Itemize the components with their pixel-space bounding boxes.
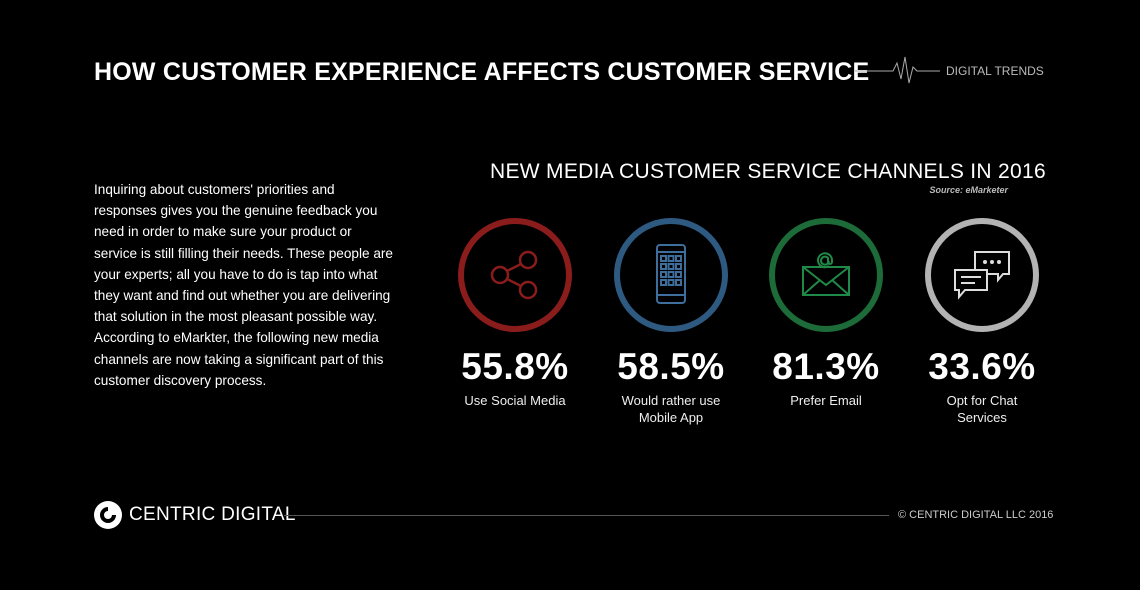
- ring: [458, 218, 572, 332]
- stat-label: Prefer Email: [790, 393, 862, 408]
- stat-value: 58.5%: [617, 346, 725, 387]
- ring: [769, 218, 883, 332]
- intro-paragraph: Inquiring about customers' priorities an…: [94, 182, 393, 388]
- section-title: NEW MEDIA CUSTOMER SERVICE CHANNELS IN 2…: [490, 160, 1046, 183]
- category-tag: DIGITAL TRENDS: [946, 64, 1044, 78]
- centric-logo-icon: [94, 501, 122, 529]
- footer-divider: [284, 515, 889, 516]
- mobile-app-icon: [656, 244, 686, 304]
- share-icon: [490, 250, 538, 300]
- stat-label: Use Social Media: [464, 393, 566, 408]
- stat-value: 55.8%: [461, 346, 569, 387]
- stat-label: Would rather use Mobile App: [621, 393, 721, 425]
- stat-email: 81.3% Prefer Email: [751, 218, 901, 409]
- email-icon: [802, 252, 850, 296]
- copyright: © CENTRIC DIGITAL LLC 2016: [898, 509, 1054, 521]
- stat-value: 33.6%: [928, 346, 1036, 387]
- brand-logo: CENTRIC DIGITAL: [94, 501, 296, 529]
- stat-mobile-app: 58.5% Would rather use Mobile App: [596, 218, 746, 426]
- chat-icon: [954, 251, 1010, 300]
- stat-label: Opt for Chat Services: [946, 393, 1018, 425]
- pulse-line-icon: [855, 56, 940, 84]
- page-title: HOW CUSTOMER EXPERIENCE AFFECTS CUSTOMER…: [94, 58, 870, 86]
- ring: [614, 218, 728, 332]
- stat-chat: 33.6% Opt for Chat Services: [907, 218, 1057, 426]
- stat-value: 81.3%: [772, 346, 880, 387]
- ring: [925, 218, 1039, 332]
- stat-social-media: 55.8% Use Social Media: [440, 218, 590, 409]
- brand-name: CENTRIC DIGITAL: [129, 504, 296, 525]
- source-note: Source: eMarketer: [929, 185, 1008, 195]
